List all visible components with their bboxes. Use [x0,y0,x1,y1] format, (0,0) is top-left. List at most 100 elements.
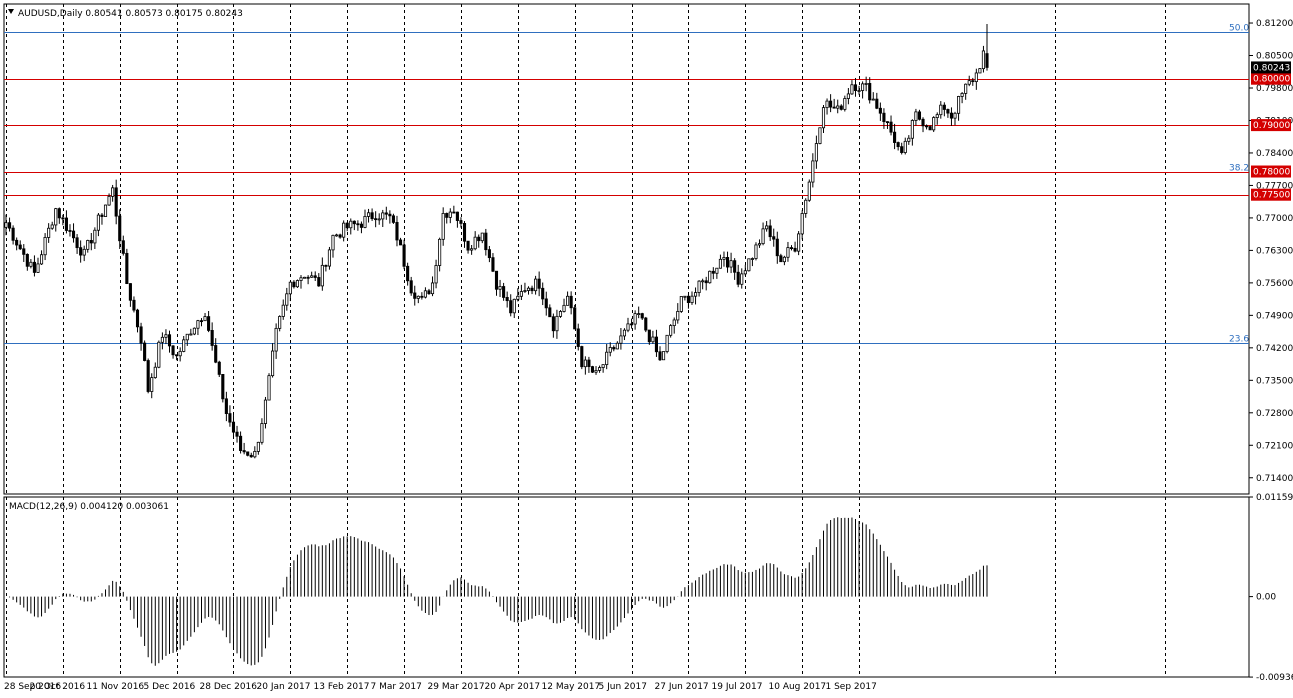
candle-body [278,316,282,329]
candle [313,271,317,281]
macd-histogram [9,517,988,666]
candle-body [317,277,321,287]
chart-frames [3,3,1250,678]
candle-body [160,336,164,343]
candle-body [562,304,566,312]
fib-level-label: 50.0 [1229,24,1249,34]
candle [893,123,897,150]
candle [310,271,314,278]
dropdown-triangle-icon[interactable] [8,9,14,14]
candle [377,213,381,225]
candle-body [132,299,136,311]
candle-body [391,215,395,223]
candle [590,365,595,374]
candle-body [853,84,858,91]
candle [914,108,918,126]
candle [338,233,342,239]
candle-body [477,236,481,242]
price-level-badge-label: 0.77500 [1253,191,1290,201]
candle-body [498,286,502,290]
candle [825,98,829,115]
candle-body [79,247,83,256]
candle-body [647,329,651,343]
candle [228,405,232,427]
candle [953,111,957,126]
candle-body [338,234,342,238]
candle [79,240,83,263]
candle-body [11,227,15,241]
candle-body [697,280,701,293]
candle [306,275,310,285]
candle [349,218,353,235]
candle [395,215,399,247]
price-level-badge [1251,165,1291,178]
candle [221,374,225,403]
candle-body [910,120,914,139]
candle-body [718,258,722,269]
candle [722,251,726,267]
candle [445,212,449,224]
candle-body [64,217,68,231]
candle [871,92,875,101]
current-price-label: 0.80243 [1253,63,1290,73]
candle [388,210,392,224]
candle-body [4,222,8,228]
candle [509,294,513,317]
x-tick-label: 7 Mar 2017 [371,682,422,692]
price-level-badge [1251,72,1291,85]
candle [192,327,196,336]
candle [754,242,758,261]
candle-body [292,281,296,288]
y-tick-label: 0.74900 [1256,311,1293,321]
candle-body [366,212,371,217]
candle-body [7,222,12,229]
candle [50,221,54,230]
candle-body [164,334,168,338]
candle-body [199,320,204,323]
candle [772,228,776,247]
x-tick-label: 20 Oct 2016 [30,682,86,692]
candle-body [43,237,47,256]
candle [807,179,811,202]
candle-body [256,441,260,452]
candle [494,270,499,296]
candle-body [957,96,961,114]
candle-body [526,287,531,291]
candle [178,347,182,362]
candle-body [185,333,189,341]
candle [103,204,108,217]
candle-body [448,211,452,218]
candle [900,142,904,155]
candle [370,208,374,221]
candle [452,205,456,214]
candle [569,291,573,315]
candle [793,241,797,253]
candle-body [267,375,271,401]
candle-body [434,265,438,284]
candle [957,95,961,121]
candle-body [768,225,772,238]
candle [925,124,929,130]
candle-body [334,234,339,237]
candle [775,231,779,264]
candle [729,252,733,274]
y-tick-label: 0.75600 [1256,279,1293,289]
candle-body [626,323,630,331]
y-tick-label: 0.78400 [1256,149,1293,159]
x-tick-label: 10 Aug 2017 [769,682,827,692]
y-tick-label: 0.74200 [1256,344,1293,354]
candle [821,104,826,134]
candle [274,323,278,359]
candle-body [871,98,875,101]
candle [981,45,986,73]
candle [260,418,264,445]
candle [740,268,744,289]
candle [669,324,673,338]
candle-body [733,260,737,273]
candle-body [114,187,118,217]
candle [210,322,214,351]
candle-body [939,104,943,116]
candle-body [850,84,854,95]
candle-body [231,421,236,433]
